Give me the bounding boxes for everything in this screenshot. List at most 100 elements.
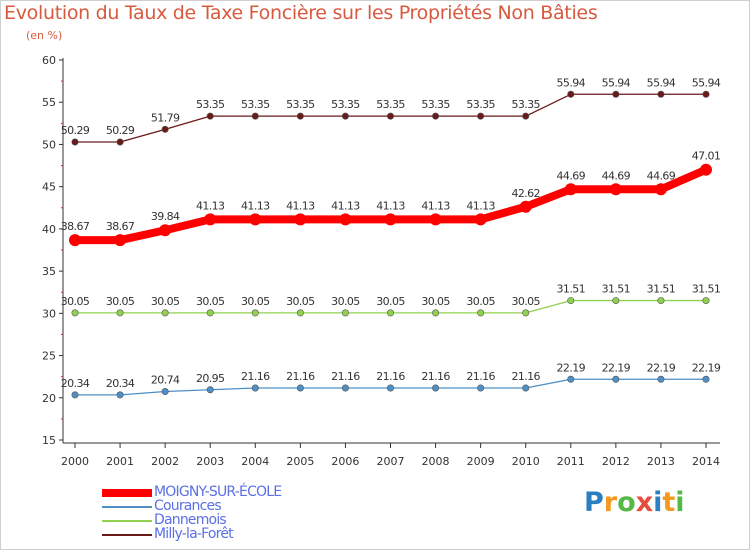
data-label-moigny-sur-ecole: 38.67	[106, 220, 135, 233]
data-label-courances: 20.34	[61, 377, 90, 390]
data-point-milly-la-foret	[477, 112, 485, 120]
logo-letter: o	[617, 487, 636, 518]
legend-swatch	[102, 534, 152, 536]
x-tick-label: 2003	[196, 455, 224, 468]
data-point-moigny-sur-ecole	[429, 213, 442, 226]
data-label-dannemois: 30.05	[421, 295, 450, 308]
data-point-milly-la-foret	[341, 112, 349, 120]
data-label-milly-la-foret: 53.35	[421, 98, 450, 111]
legend-label: Courances	[154, 498, 222, 514]
data-label-dannemois: 31.51	[647, 283, 676, 296]
data-label-moigny-sur-ecole: 41.13	[421, 199, 450, 212]
data-point-moigny-sur-ecole	[294, 213, 307, 226]
legend-swatch	[102, 520, 152, 522]
legend-label: MOIGNY-SUR-ÉCOLE	[154, 484, 282, 500]
data-label-courances: 22.19	[647, 361, 676, 374]
data-label-milly-la-foret: 53.35	[196, 98, 225, 111]
data-label-courances: 20.95	[196, 372, 225, 385]
data-point-moigny-sur-ecole	[474, 213, 487, 226]
data-label-milly-la-foret: 55.94	[557, 76, 586, 89]
data-label-dannemois: 30.05	[466, 295, 495, 308]
data-point-dannemois	[206, 309, 214, 317]
data-point-milly-la-foret	[567, 90, 575, 98]
data-point-moigny-sur-ecole	[519, 200, 532, 213]
data-label-milly-la-foret: 53.35	[331, 98, 360, 111]
data-point-courances	[702, 375, 710, 383]
data-point-dannemois	[71, 309, 79, 317]
legend-swatch	[102, 489, 152, 497]
data-point-courances	[116, 391, 124, 399]
data-label-dannemois: 31.51	[557, 283, 586, 296]
x-tick-label: 2014	[692, 455, 720, 468]
data-label-dannemois: 30.05	[376, 295, 405, 308]
data-label-milly-la-foret: 51.79	[151, 111, 180, 124]
data-label-moigny-sur-ecole: 47.01	[692, 150, 721, 163]
data-label-milly-la-foret: 53.35	[466, 98, 495, 111]
data-point-moigny-sur-ecole	[204, 213, 217, 226]
logo-letter: x	[635, 487, 654, 518]
logo-letter: r	[603, 487, 618, 518]
y-tick-label: 30	[42, 307, 56, 320]
data-point-dannemois	[296, 309, 304, 317]
data-point-dannemois	[386, 309, 394, 317]
data-label-moigny-sur-ecole: 39.84	[151, 210, 180, 223]
data-point-courances	[341, 384, 349, 392]
data-point-moigny-sur-ecole	[114, 234, 127, 247]
data-label-milly-la-foret: 55.94	[647, 76, 676, 89]
data-point-courances	[71, 391, 79, 399]
data-point-milly-la-foret	[612, 90, 620, 98]
data-label-moigny-sur-ecole: 41.13	[331, 199, 360, 212]
data-point-milly-la-foret	[702, 90, 710, 98]
x-tick-label: 2004	[241, 455, 269, 468]
data-point-courances	[477, 384, 485, 392]
x-tick-label: 2008	[422, 455, 450, 468]
x-tick-label: 2000	[61, 455, 89, 468]
data-point-dannemois	[522, 309, 530, 317]
data-label-courances: 20.34	[106, 377, 135, 390]
data-label-dannemois: 30.05	[331, 295, 360, 308]
data-point-dannemois	[116, 309, 124, 317]
logo-letter: t	[662, 487, 676, 518]
x-tick-label: 2013	[647, 455, 675, 468]
data-point-courances	[567, 375, 575, 383]
legend-swatch	[102, 506, 152, 508]
data-label-milly-la-foret: 50.29	[106, 124, 135, 137]
data-label-dannemois: 30.05	[511, 295, 540, 308]
y-tick-label: 15	[42, 434, 56, 447]
data-point-courances	[657, 375, 665, 383]
data-point-moigny-sur-ecole	[249, 213, 262, 226]
y-tick-label: 55	[42, 96, 56, 109]
data-point-courances	[251, 384, 259, 392]
data-label-milly-la-foret: 50.29	[61, 124, 90, 137]
data-label-dannemois: 30.05	[241, 295, 270, 308]
data-label-courances: 20.74	[151, 374, 180, 387]
data-point-dannemois	[657, 297, 665, 305]
data-point-courances	[296, 384, 304, 392]
data-label-milly-la-foret: 55.94	[692, 76, 721, 89]
data-point-milly-la-foret	[657, 90, 665, 98]
data-label-courances: 22.19	[692, 361, 721, 374]
data-label-dannemois: 30.05	[286, 295, 315, 308]
x-tick-label: 2010	[512, 455, 540, 468]
data-label-milly-la-foret: 53.35	[511, 98, 540, 111]
data-point-courances	[522, 384, 530, 392]
x-tick-label: 2009	[467, 455, 495, 468]
data-label-dannemois: 31.51	[692, 283, 721, 296]
x-tick-label: 2001	[106, 455, 134, 468]
data-label-moigny-sur-ecole: 38.67	[61, 220, 90, 233]
data-point-moigny-sur-ecole	[700, 163, 712, 176]
data-label-dannemois: 30.05	[61, 295, 90, 308]
data-label-dannemois: 31.51	[602, 283, 631, 296]
data-point-moigny-sur-ecole	[69, 234, 81, 247]
data-point-milly-la-foret	[386, 112, 394, 120]
data-label-courances: 21.16	[286, 370, 315, 383]
y-tick-label: 45	[42, 181, 56, 194]
data-point-courances	[206, 386, 214, 394]
data-point-milly-la-foret	[206, 112, 214, 120]
data-point-milly-la-foret	[161, 125, 169, 133]
legend-label: Milly-la-Forêt	[154, 526, 234, 542]
data-point-moigny-sur-ecole	[339, 213, 352, 226]
y-tick-label: 60	[42, 54, 56, 67]
data-label-moigny-sur-ecole: 44.69	[647, 169, 676, 182]
